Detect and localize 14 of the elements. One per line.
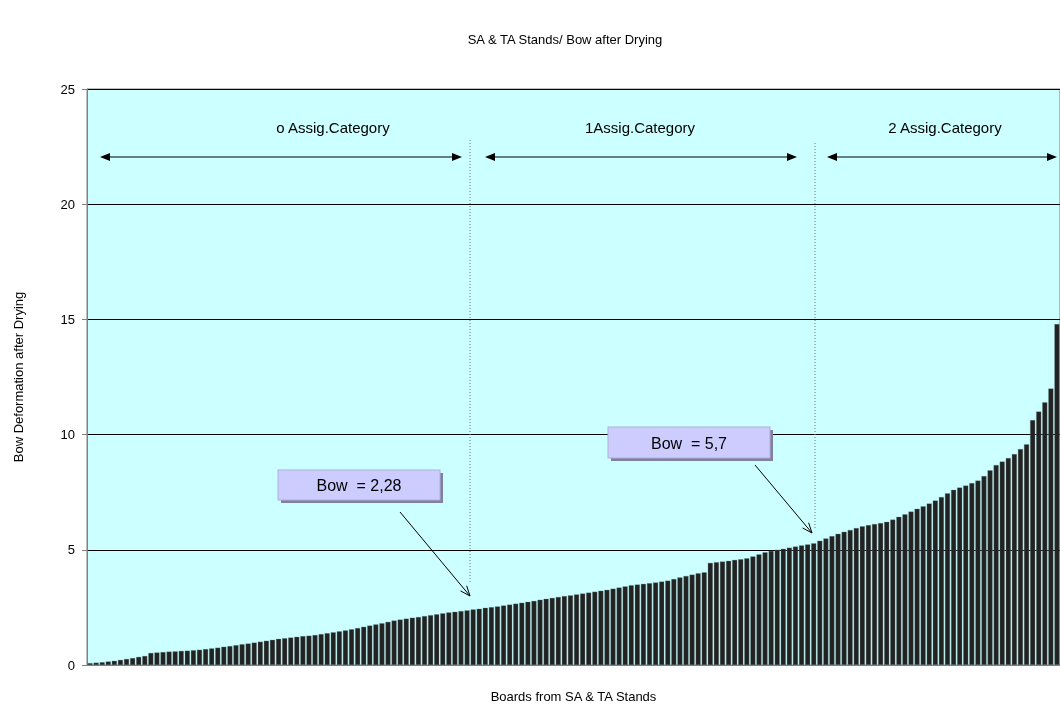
- y-axis-title: Bow Deformation after Drying: [11, 291, 26, 463]
- annotation: 2 Assig.Category: [888, 119, 1003, 136]
- y-tick-label: 5: [67, 542, 75, 558]
- y-tick-label: 0: [67, 657, 75, 673]
- y-tick-label: 15: [60, 311, 75, 327]
- chart-title: SA & TA Stands/ Bow after Drying: [467, 32, 663, 47]
- annotation: o Assig.Category: [276, 119, 391, 136]
- annotation: Bow = 5,7: [650, 434, 728, 452]
- annotation: Bow = 2,28: [316, 477, 402, 494]
- y-tick-label: 10: [60, 427, 75, 443]
- x-axis-title: Boards from SA & TA Stands: [490, 689, 657, 704]
- y-tick-label: 25: [60, 81, 75, 97]
- annotation: 1Assig.Category: [584, 119, 696, 136]
- y-tick-label: 20: [60, 196, 75, 212]
